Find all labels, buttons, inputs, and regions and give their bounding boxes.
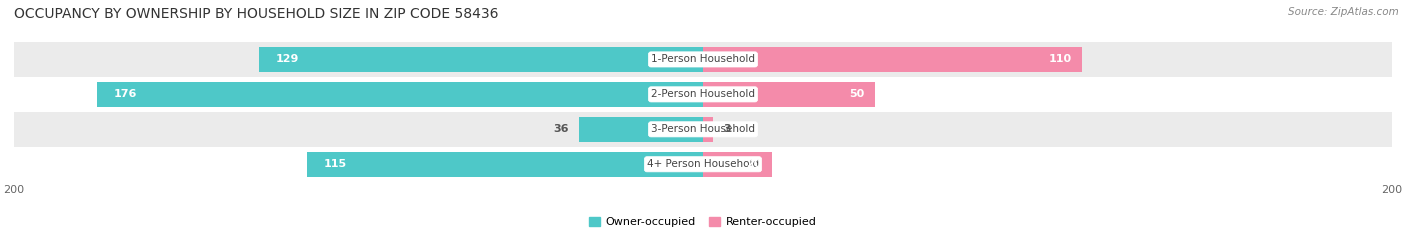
Text: 129: 129: [276, 55, 299, 64]
Text: 110: 110: [1049, 55, 1071, 64]
Bar: [14, 77, 1392, 112]
Text: 20: 20: [747, 159, 762, 169]
Text: 2-Person Household: 2-Person Household: [651, 89, 755, 99]
Bar: [14, 42, 1392, 77]
Bar: [703, 47, 1083, 72]
Text: 36: 36: [553, 124, 568, 134]
Text: 1-Person Household: 1-Person Household: [651, 55, 755, 64]
Text: 3: 3: [724, 124, 731, 134]
Text: 115: 115: [323, 159, 347, 169]
Legend: Owner-occupied, Renter-occupied: Owner-occupied, Renter-occupied: [585, 212, 821, 232]
Bar: [579, 117, 703, 142]
Bar: [97, 82, 703, 107]
Bar: [703, 82, 875, 107]
Bar: [14, 112, 1392, 147]
Bar: [307, 152, 703, 177]
Bar: [703, 117, 713, 142]
Text: 3-Person Household: 3-Person Household: [651, 124, 755, 134]
Text: 4+ Person Household: 4+ Person Household: [647, 159, 759, 169]
Text: OCCUPANCY BY OWNERSHIP BY HOUSEHOLD SIZE IN ZIP CODE 58436: OCCUPANCY BY OWNERSHIP BY HOUSEHOLD SIZE…: [14, 7, 499, 21]
Bar: [259, 47, 703, 72]
Text: Source: ZipAtlas.com: Source: ZipAtlas.com: [1288, 7, 1399, 17]
Text: 176: 176: [114, 89, 138, 99]
Bar: [14, 147, 1392, 182]
Bar: [703, 152, 772, 177]
Text: 50: 50: [849, 89, 865, 99]
